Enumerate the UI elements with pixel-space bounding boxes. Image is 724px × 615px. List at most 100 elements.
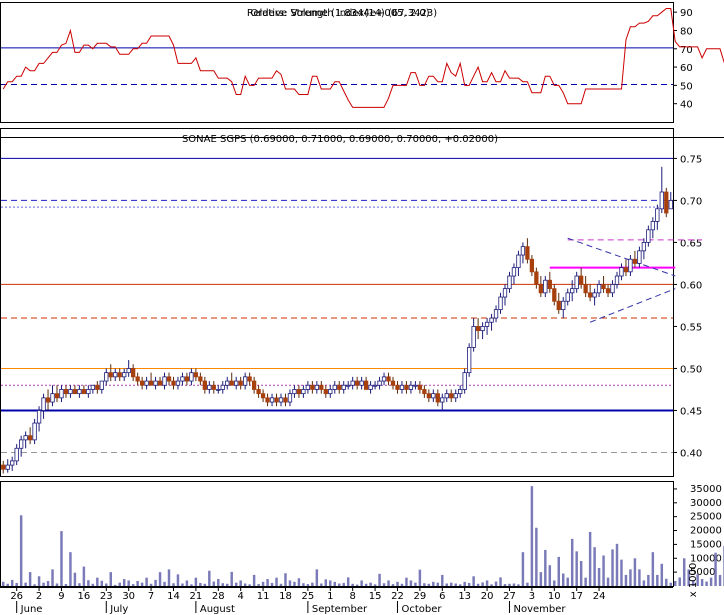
candle-body — [314, 384, 319, 390]
price-tick-label: 0.55 — [680, 322, 702, 333]
candle-body — [413, 384, 418, 387]
volume-bar — [521, 552, 525, 586]
candle — [265, 393, 270, 407]
volume-panel: 5000 10000 15000 20000 25000 30000 35000 x 100… — [0, 481, 724, 597]
volume-bar — [131, 584, 135, 586]
volume-bar — [33, 584, 36, 586]
candle — [198, 372, 203, 386]
candle-body — [95, 384, 100, 390]
volume-bar — [548, 565, 552, 586]
candle-body — [601, 284, 606, 290]
candle-body — [619, 267, 624, 277]
candle-body — [328, 389, 333, 395]
volume-panel-frame — [0, 481, 674, 587]
volume-bar — [185, 580, 189, 586]
volume-bar — [432, 581, 435, 586]
candle — [587, 284, 593, 302]
candle-body — [184, 376, 190, 382]
candle — [520, 242, 526, 264]
candle — [328, 385, 333, 398]
x-day-label: 11 — [257, 591, 270, 602]
candle — [274, 393, 279, 407]
candle-body — [198, 376, 203, 382]
candle — [247, 372, 252, 386]
candle-body — [350, 380, 355, 386]
volume-bar — [28, 572, 32, 586]
volume-bar — [494, 581, 498, 586]
candle — [359, 376, 364, 390]
volume-bar — [629, 569, 632, 586]
candle-body — [36, 410, 42, 424]
volume-bar — [270, 582, 274, 586]
volume-bar — [660, 563, 664, 586]
candle — [269, 393, 275, 407]
candle-body — [148, 380, 154, 386]
candle-body — [193, 372, 199, 378]
x-day-label: 6 — [439, 591, 445, 602]
candle — [5, 459, 10, 473]
candle — [484, 318, 490, 335]
rsi-tick-label: 70 — [680, 45, 693, 56]
candle — [207, 381, 212, 394]
volume-bar — [714, 552, 717, 586]
candle-body — [346, 384, 351, 387]
candle — [86, 385, 91, 398]
candle — [534, 267, 539, 289]
candle-body — [202, 380, 207, 390]
volume-bar — [2, 581, 5, 586]
rsi-panel-frame — [0, 2, 674, 123]
x-day-label: 13 — [458, 591, 471, 602]
volume-bar — [638, 569, 641, 586]
candle — [453, 389, 458, 403]
candle-body — [650, 221, 655, 231]
price-tick-label: 0.70 — [680, 196, 702, 207]
volume-bar — [51, 569, 54, 586]
volume-bar — [485, 580, 489, 586]
candle-body — [332, 384, 337, 390]
rsi-tick-label: 40 — [680, 100, 693, 111]
volume-bar — [351, 583, 354, 586]
volume-bar — [472, 576, 475, 586]
candle — [99, 380, 104, 394]
candle-body — [440, 397, 445, 403]
candle-body — [610, 284, 615, 294]
candle — [243, 372, 248, 390]
price-panel: SONAE SGPS (0.69000, 0.71000, 0.69000, 0… — [0, 128, 724, 477]
candle-body — [390, 380, 396, 386]
volume-bar — [512, 583, 516, 586]
candle — [543, 276, 548, 298]
candle — [90, 384, 95, 394]
candle-body — [489, 317, 494, 323]
candle-body — [561, 300, 566, 311]
volume-bar — [234, 582, 238, 586]
candle-body — [166, 376, 172, 382]
candle-body — [431, 393, 436, 399]
candle-body — [587, 292, 593, 298]
candle-body — [269, 397, 275, 403]
volume-bar — [78, 583, 81, 586]
candle-body — [417, 384, 423, 390]
x-month-label: October — [401, 604, 442, 615]
price-candles — [1, 166, 673, 474]
volume-bar — [700, 579, 704, 586]
candle — [601, 276, 606, 293]
candle-body — [14, 447, 19, 462]
volume-bar — [230, 571, 233, 586]
candle — [502, 284, 508, 306]
candle-body — [605, 288, 611, 294]
volume-bar — [642, 580, 646, 586]
volume-bar — [329, 580, 332, 586]
candle — [435, 389, 440, 407]
volume-bar — [275, 577, 278, 586]
volume-bar — [15, 582, 18, 586]
volume-bar — [149, 583, 153, 586]
x-day-label: 4 — [237, 591, 243, 602]
candle-body — [86, 389, 91, 395]
candle — [561, 297, 566, 319]
candle — [475, 318, 481, 340]
volume-bar — [476, 583, 480, 586]
candle-body — [144, 380, 149, 386]
volume-bar — [226, 583, 229, 586]
candle-body — [19, 439, 24, 449]
